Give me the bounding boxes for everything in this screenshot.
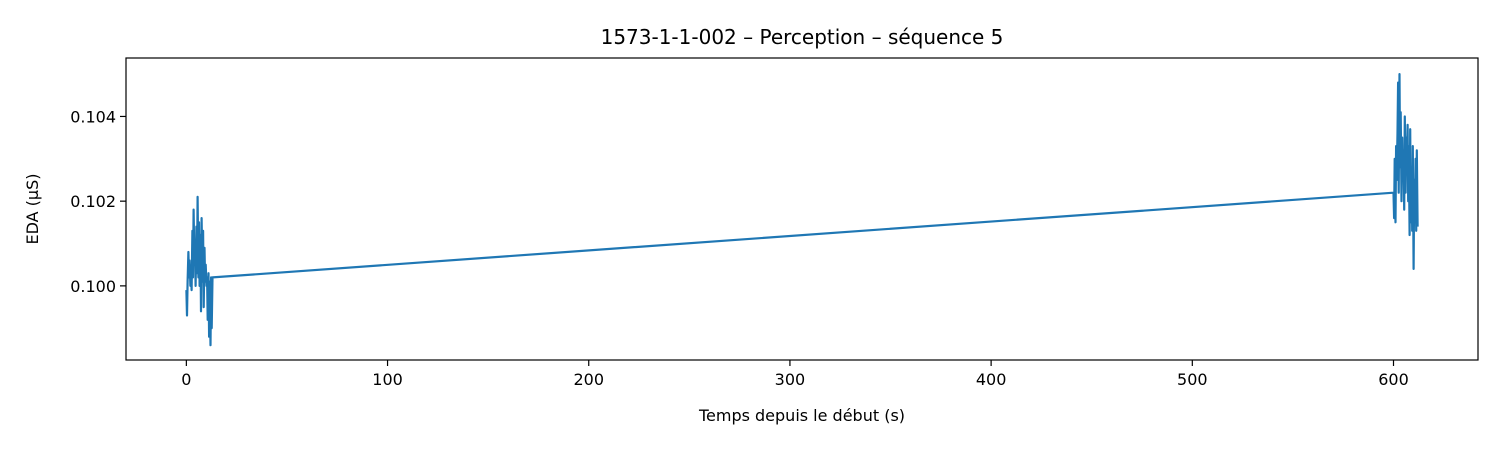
y-tick-label: 0.102 <box>70 192 116 211</box>
y-axis-label: EDA (µS) <box>23 174 42 245</box>
x-tick-label: 200 <box>573 370 604 389</box>
plot-area <box>125 57 1479 361</box>
chart-title: 1573-1-1-002 – Perception – séquence 5 <box>601 25 1004 49</box>
x-tick-label: 500 <box>1177 370 1208 389</box>
x-tick-label: 100 <box>372 370 403 389</box>
x-tick-label: 400 <box>976 370 1007 389</box>
series-line-eda <box>185 72 1419 347</box>
y-tick-label: 0.104 <box>70 107 116 126</box>
x-tick-label: 300 <box>775 370 806 389</box>
x-axis: 0 100 200 300 400 500 600 <box>181 360 1409 389</box>
x-axis-label: Temps depuis le début (s) <box>698 406 905 425</box>
x-tick-label: 600 <box>1378 370 1409 389</box>
y-axis: 0.100 0.102 0.104 <box>70 107 126 296</box>
x-tick-label: 0 <box>181 370 191 389</box>
y-tick-label: 0.100 <box>70 277 116 296</box>
